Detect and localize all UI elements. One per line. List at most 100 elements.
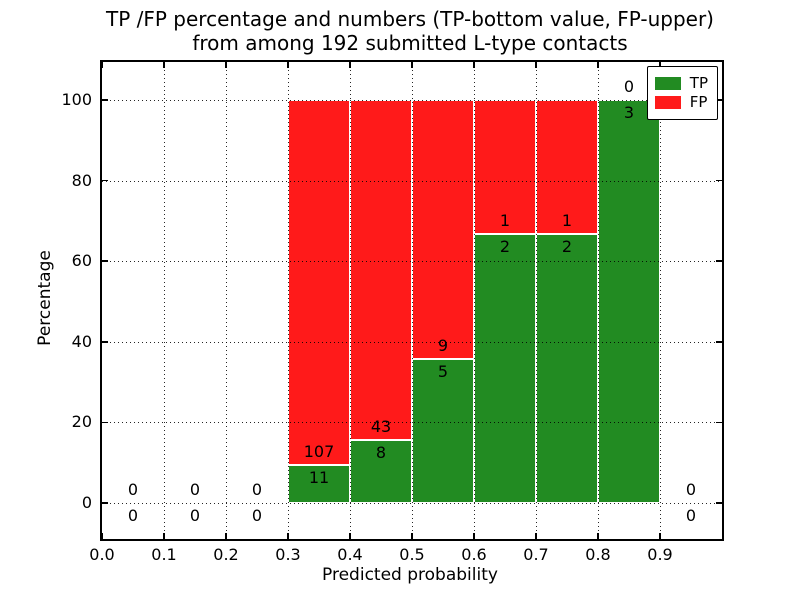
bar-segment-tp <box>536 234 598 503</box>
gridline-vertical <box>412 62 413 539</box>
y-tick-label: 80 <box>71 170 92 190</box>
gridline-vertical <box>350 62 351 539</box>
x-axis-label: Predicted probability <box>322 565 498 585</box>
gridline-horizontal <box>102 422 722 424</box>
x-tick-label: 0.7 <box>523 545 549 564</box>
gridline-horizontal <box>102 503 722 504</box>
x-tick-label: 0.6 <box>461 545 487 564</box>
x-tick-mark-top <box>163 62 165 68</box>
x-tick-mark-top <box>411 62 413 68</box>
x-tick-label: 0.9 <box>647 545 673 564</box>
legend-entry-tp: TP <box>654 74 708 92</box>
tp-count-label: 2 <box>561 237 573 257</box>
fp-count-label: 1 <box>499 211 511 231</box>
x-tick-mark <box>473 533 475 539</box>
x-tick-label: 0.3 <box>275 545 301 564</box>
x-tick-label: 0.8 <box>585 545 611 564</box>
tp-count-label: 5 <box>437 362 449 382</box>
plot-area: 0.0 0.1 0.2 0.3 0.4 0.5 0.6 0.7 0.8 0.9 0 20 40 60 80 1… <box>61 60 724 564</box>
gridline-vertical <box>226 62 227 539</box>
y-tick-label: 0 <box>81 493 92 512</box>
tp-count-label: 0 <box>127 506 139 525</box>
y-tick-label: 60 <box>71 251 92 271</box>
bar-segment-tp <box>598 100 660 503</box>
y-tick-label: 40 <box>71 331 92 351</box>
x-tick-mark <box>535 533 537 539</box>
fp-count-label: 0 <box>189 480 201 499</box>
gridline-horizontal <box>102 261 722 263</box>
legend-swatch-fp <box>654 96 681 109</box>
gridline-horizontal <box>102 100 722 101</box>
y-tick-label: 20 <box>71 412 92 432</box>
legend-label-fp: FP <box>689 93 708 111</box>
x-tick-mark-top <box>659 62 661 68</box>
bar-segment-fp <box>474 100 536 235</box>
bar-segment-tp <box>474 234 536 503</box>
x-tick-mark <box>349 533 351 539</box>
fp-count-label: 107 <box>303 442 335 462</box>
y-tick-mark-right <box>716 260 722 262</box>
legend-entry-fp: FP <box>654 93 708 111</box>
x-tick-mark-top <box>101 62 103 68</box>
x-tick-mark <box>597 533 599 539</box>
x-tick-mark <box>101 533 103 539</box>
y-tick-mark-right <box>716 421 722 424</box>
tp-count-label: 11 <box>308 468 330 488</box>
y-tick-mark <box>102 99 108 101</box>
gridline-vertical <box>288 62 289 539</box>
y-tick-mark <box>102 179 108 182</box>
x-tick-mark-top <box>287 62 289 68</box>
x-tick-mark <box>225 533 227 539</box>
tp-count-label: 0 <box>685 506 697 525</box>
legend-swatch-tp <box>654 77 681 90</box>
x-tick-mark-top <box>535 62 537 68</box>
tp-count-label: 3 <box>623 103 635 122</box>
bar-segment-fp <box>350 100 412 440</box>
x-tick-mark <box>659 533 661 539</box>
y-tick-mark-right <box>716 341 722 343</box>
x-tick-mark <box>411 533 413 539</box>
x-tick-label: 0.4 <box>337 545 363 564</box>
y-tick-mark <box>102 260 108 262</box>
fp-count-label: 9 <box>437 336 449 356</box>
chart-title: TP /FP percentage and numbers (TP-bottom… <box>100 7 720 55</box>
y-tick-mark <box>102 341 108 343</box>
gridline-horizontal <box>102 341 722 343</box>
legend: TP FP <box>646 66 718 120</box>
bar-segment-tp <box>288 465 350 503</box>
fp-count-label: 0 <box>623 77 635 96</box>
gridline-vertical <box>164 62 165 539</box>
x-tick-mark-top <box>597 62 599 68</box>
bar-segment-fp <box>412 100 474 360</box>
tp-count-label: 0 <box>251 506 263 525</box>
bar-segment-tp <box>350 439 412 503</box>
y-tick-mark <box>102 502 108 504</box>
y-tick-mark <box>102 421 108 424</box>
x-tick-mark-top <box>349 62 351 68</box>
x-tick-mark-top <box>473 62 475 68</box>
gridline-vertical <box>598 62 599 539</box>
x-tick-label: 0.1 <box>151 545 177 564</box>
x-tick-label: 0.5 <box>399 545 425 564</box>
gridline-vertical <box>474 62 475 539</box>
tp-count-label: 8 <box>375 442 387 462</box>
gridline-vertical <box>536 62 537 539</box>
y-tick-mark-right <box>716 179 722 182</box>
fp-count-label: 0 <box>685 480 697 499</box>
fp-count-label: 0 <box>251 480 263 499</box>
chart-title-line2: from among 192 submitted L-type contacts <box>192 31 628 55</box>
x-tick-label: 0.2 <box>213 545 239 564</box>
x-tick-label: 0.0 <box>89 545 115 564</box>
fp-count-label: 43 <box>370 416 392 436</box>
legend-label-tp: TP <box>689 74 708 92</box>
fp-count-label: 1 <box>561 211 573 231</box>
x-tick-mark <box>163 533 165 539</box>
gridline-vertical <box>660 62 661 539</box>
x-tick-mark <box>287 533 289 539</box>
y-tick-label: 100 <box>61 90 92 109</box>
x-tick-mark-top <box>225 62 227 68</box>
tp-count-label: 0 <box>189 506 201 525</box>
tp-count-label: 2 <box>499 237 511 257</box>
fp-count-label: 0 <box>127 480 139 499</box>
